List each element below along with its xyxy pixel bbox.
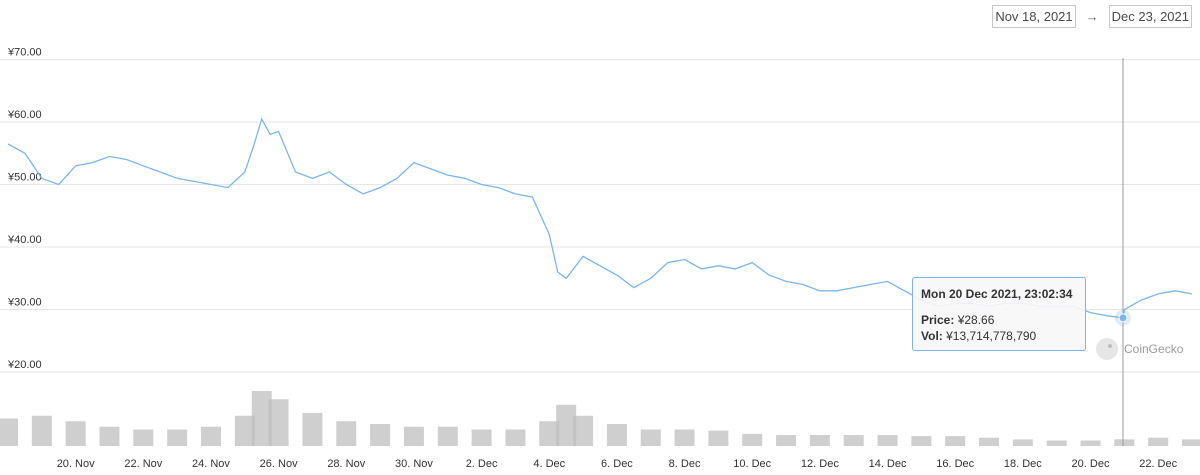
y-tick-label: ¥50.00 xyxy=(7,172,42,184)
volume-bar xyxy=(1080,440,1101,446)
x-tick-label: 10. Dec xyxy=(733,458,771,470)
volume-bar xyxy=(843,435,864,446)
x-tick-label: 26. Nov xyxy=(260,458,298,470)
y-tick-label: ¥30.00 xyxy=(7,297,42,309)
x-tick-label: 4. Dec xyxy=(533,458,565,470)
volume-bar xyxy=(573,415,594,446)
volume-bar xyxy=(708,430,729,446)
date-range-selector: Nov 18, 2021 → Dec 23, 2021 xyxy=(992,5,1192,28)
x-tick-label: 24. Nov xyxy=(192,458,230,470)
date-to-input[interactable]: Dec 23, 2021 xyxy=(1108,5,1192,28)
volume-bar xyxy=(167,429,188,446)
x-tick-label: 6. Dec xyxy=(601,458,633,470)
volume-bar xyxy=(539,421,560,446)
volume-bar xyxy=(505,429,526,446)
volume-bar xyxy=(251,391,272,446)
volume-bar xyxy=(877,435,898,446)
volume-bar xyxy=(945,436,966,446)
coingecko-credit[interactable]: CoinGecko xyxy=(1096,338,1183,360)
tooltip-price-value: ¥28.66 xyxy=(957,313,995,327)
x-tick-label: 28. Nov xyxy=(327,458,365,470)
y-tick-label: ¥70.00 xyxy=(7,47,42,59)
coingecko-logo-icon xyxy=(1096,338,1118,360)
volume-bar xyxy=(437,426,458,446)
volume-bar xyxy=(234,415,255,446)
x-tick-label: 20. Nov xyxy=(57,458,95,470)
y-tick-label: ¥40.00 xyxy=(7,234,42,246)
y-tick-label: ¥20.00 xyxy=(7,359,42,371)
volume-bar xyxy=(99,426,120,446)
volume-bar xyxy=(0,418,18,446)
volume-bar xyxy=(979,437,1000,446)
x-tick-label: 22. Nov xyxy=(124,458,162,470)
y-tick-label: ¥60.00 xyxy=(7,109,42,121)
volume-bar xyxy=(776,435,797,446)
volume-bar xyxy=(606,424,627,446)
x-tick-label: 18. Dec xyxy=(1004,458,1042,470)
volume-bar xyxy=(674,429,695,446)
volume-bar xyxy=(809,435,830,446)
volume-bar xyxy=(556,404,577,446)
arrow-right-icon: → xyxy=(1085,9,1099,24)
volume-bar xyxy=(640,429,661,446)
tooltip-date: Mon 20 Dec 2021, 23:02:34 xyxy=(921,287,1073,301)
volume-bar xyxy=(911,436,932,446)
volume-bar xyxy=(65,421,86,446)
x-tick-label: 2. Dec xyxy=(466,458,498,470)
date-from-input[interactable]: Nov 18, 2021 xyxy=(992,5,1076,28)
volume-bar xyxy=(268,399,289,446)
credit-label: CoinGecko xyxy=(1124,342,1184,356)
tooltip-price-row: Price: ¥28.66 xyxy=(921,313,1085,327)
x-tick-label: 8. Dec xyxy=(669,458,701,470)
x-tick-label: 16. Dec xyxy=(936,458,974,470)
volume-bar xyxy=(471,429,492,446)
highlight-point xyxy=(1118,313,1128,323)
tooltip-vol-value: ¥13,714,778,790 xyxy=(946,329,1037,343)
x-tick-label: 30. Nov xyxy=(395,458,433,470)
volume-bar xyxy=(31,415,52,446)
chart-tooltip: Mon 20 Dec 2021, 23:02:34 Price: ¥28.66 … xyxy=(912,277,1086,351)
x-tick-label: 22. Dec xyxy=(1139,458,1177,470)
volume-bar xyxy=(336,421,357,446)
volume-bar xyxy=(1046,440,1067,446)
volume-bar xyxy=(1012,439,1033,446)
volume-bar xyxy=(200,426,221,446)
volume-bar xyxy=(133,429,154,446)
volume-bar xyxy=(403,426,424,446)
tooltip-vol-label: Vol: xyxy=(921,329,943,343)
volume-bar xyxy=(1114,439,1135,446)
x-tick-label: 12. Dec xyxy=(801,458,839,470)
x-tick-label: 20. Dec xyxy=(1072,458,1110,470)
volume-bar xyxy=(742,433,763,446)
volume-bar xyxy=(1148,437,1169,446)
tooltip-vol-row: Vol: ¥13,714,778,790 xyxy=(921,329,1085,343)
volume-bar xyxy=(302,413,323,446)
tooltip-price-label: Price: xyxy=(921,313,955,327)
x-tick-label: 14. Dec xyxy=(869,458,907,470)
volume-bar xyxy=(370,424,391,446)
volume-bar xyxy=(1182,439,1200,446)
